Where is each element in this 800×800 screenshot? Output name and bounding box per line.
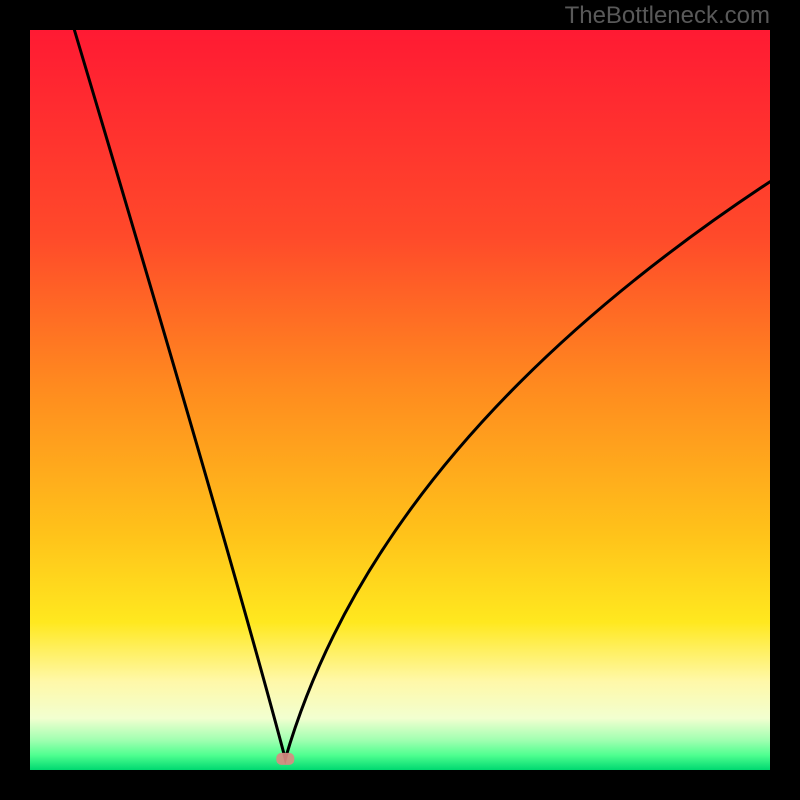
watermark-text: TheBottleneck.com: [565, 2, 770, 30]
bottleneck-curve: [0, 0, 800, 800]
v-curve-path: [74, 30, 770, 759]
chart-frame: TheBottleneck.com: [0, 0, 800, 800]
optimal-point-marker: [276, 753, 294, 765]
